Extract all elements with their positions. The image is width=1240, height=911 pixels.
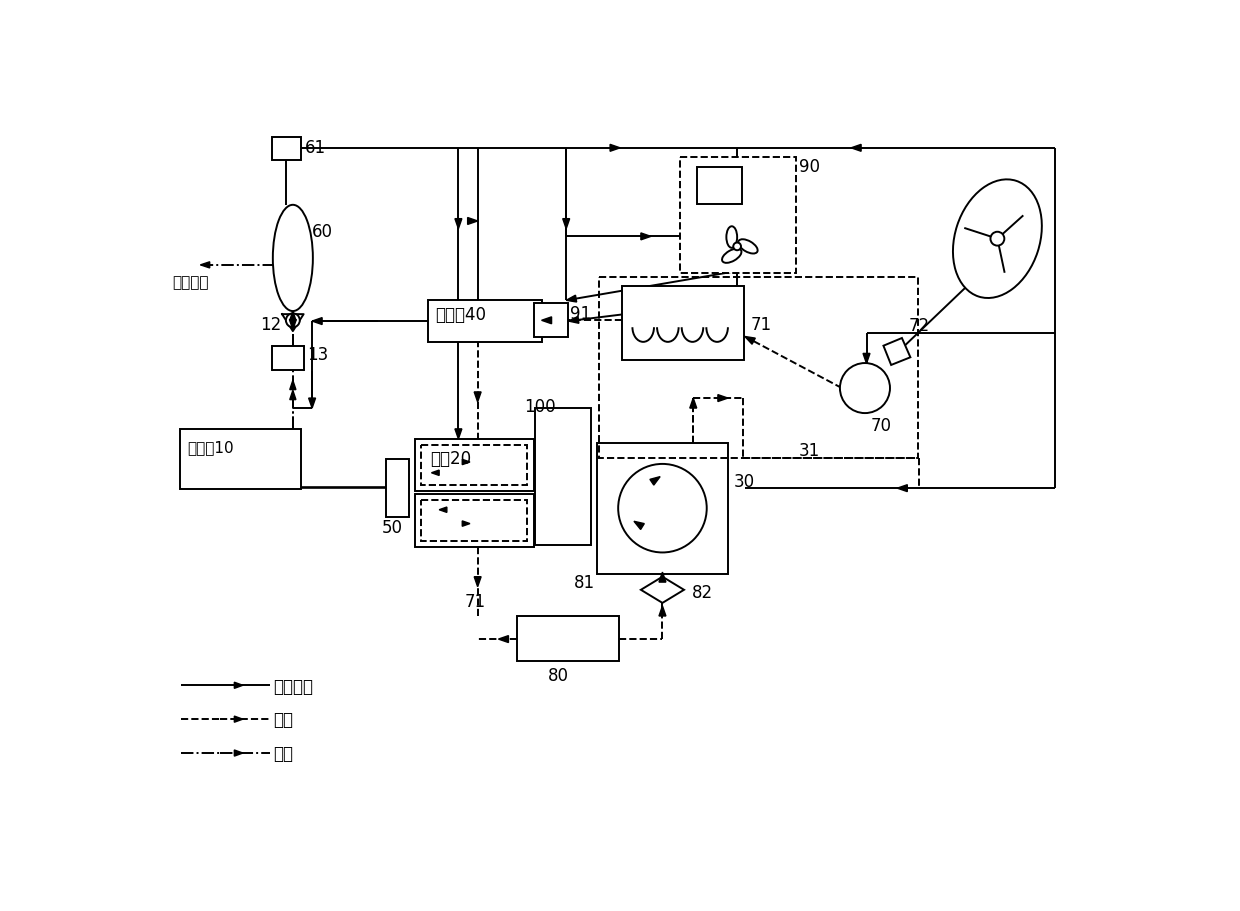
Text: 82: 82: [692, 584, 713, 601]
Polygon shape: [290, 391, 296, 400]
Text: 31: 31: [799, 442, 820, 460]
Polygon shape: [467, 218, 477, 224]
Polygon shape: [641, 233, 651, 240]
Bar: [414, 495, 534, 547]
Text: 70: 70: [872, 417, 892, 435]
Bar: [681, 157, 796, 272]
Polygon shape: [634, 521, 645, 529]
Polygon shape: [542, 317, 552, 323]
Text: 电控线路: 电控线路: [274, 678, 314, 696]
Text: 整车制动: 整车制动: [172, 276, 208, 291]
Text: 71: 71: [465, 593, 486, 611]
Bar: [599, 277, 918, 458]
Ellipse shape: [727, 226, 737, 248]
Text: 控制器40: 控制器40: [435, 306, 486, 323]
Bar: [414, 439, 534, 491]
Bar: [386, 459, 409, 517]
Bar: [272, 345, 304, 371]
Polygon shape: [474, 392, 481, 402]
Polygon shape: [234, 750, 243, 756]
Text: 13: 13: [308, 345, 329, 363]
Text: 72: 72: [909, 317, 930, 335]
Ellipse shape: [738, 240, 758, 253]
Bar: [420, 445, 527, 485]
Ellipse shape: [273, 205, 312, 311]
Text: 61: 61: [304, 138, 326, 157]
Polygon shape: [568, 316, 579, 323]
Polygon shape: [610, 144, 620, 151]
Ellipse shape: [619, 464, 707, 552]
Polygon shape: [851, 144, 861, 151]
Circle shape: [286, 313, 300, 327]
Polygon shape: [455, 429, 461, 439]
Polygon shape: [563, 219, 569, 229]
Bar: [428, 301, 542, 342]
Circle shape: [991, 231, 1004, 246]
Text: 91: 91: [570, 305, 591, 322]
Bar: [596, 443, 728, 574]
Polygon shape: [650, 476, 660, 485]
Bar: [536, 408, 590, 545]
Polygon shape: [863, 353, 870, 363]
Polygon shape: [689, 398, 697, 408]
Polygon shape: [658, 606, 666, 616]
Text: 71: 71: [751, 316, 773, 333]
Polygon shape: [234, 682, 243, 689]
Bar: [180, 429, 301, 489]
Polygon shape: [498, 636, 508, 642]
Polygon shape: [432, 470, 439, 476]
Polygon shape: [455, 219, 461, 229]
Text: 81: 81: [574, 575, 595, 592]
Polygon shape: [898, 485, 908, 492]
Bar: [517, 616, 619, 660]
Ellipse shape: [839, 363, 890, 413]
Bar: [622, 286, 744, 360]
Polygon shape: [289, 320, 296, 330]
Bar: [697, 167, 742, 204]
Polygon shape: [463, 459, 470, 465]
Polygon shape: [567, 295, 577, 302]
Text: 90: 90: [799, 158, 820, 176]
Polygon shape: [745, 336, 755, 344]
Text: 100: 100: [525, 398, 557, 416]
Text: 12: 12: [260, 316, 281, 333]
Text: 油路: 油路: [274, 711, 294, 730]
Polygon shape: [439, 507, 446, 512]
Ellipse shape: [722, 249, 742, 263]
Polygon shape: [234, 716, 243, 722]
Polygon shape: [641, 577, 684, 603]
Text: 电机20: 电机20: [430, 450, 471, 467]
Text: 50: 50: [382, 519, 403, 537]
Polygon shape: [463, 521, 470, 527]
Bar: [420, 500, 527, 540]
Text: 60: 60: [312, 223, 334, 241]
Polygon shape: [312, 318, 322, 324]
Polygon shape: [290, 311, 296, 321]
Polygon shape: [201, 261, 210, 268]
Bar: [534, 303, 568, 337]
Polygon shape: [290, 381, 296, 390]
Ellipse shape: [954, 179, 1042, 298]
Polygon shape: [658, 572, 666, 582]
Polygon shape: [474, 577, 481, 587]
Text: 80: 80: [548, 667, 569, 685]
Polygon shape: [309, 398, 315, 408]
Polygon shape: [883, 338, 910, 365]
Text: 气路: 气路: [274, 745, 294, 763]
Polygon shape: [718, 394, 728, 402]
Text: 空压机10: 空压机10: [187, 440, 234, 456]
Circle shape: [733, 242, 742, 251]
Text: 30: 30: [734, 473, 755, 491]
Bar: [272, 137, 301, 160]
